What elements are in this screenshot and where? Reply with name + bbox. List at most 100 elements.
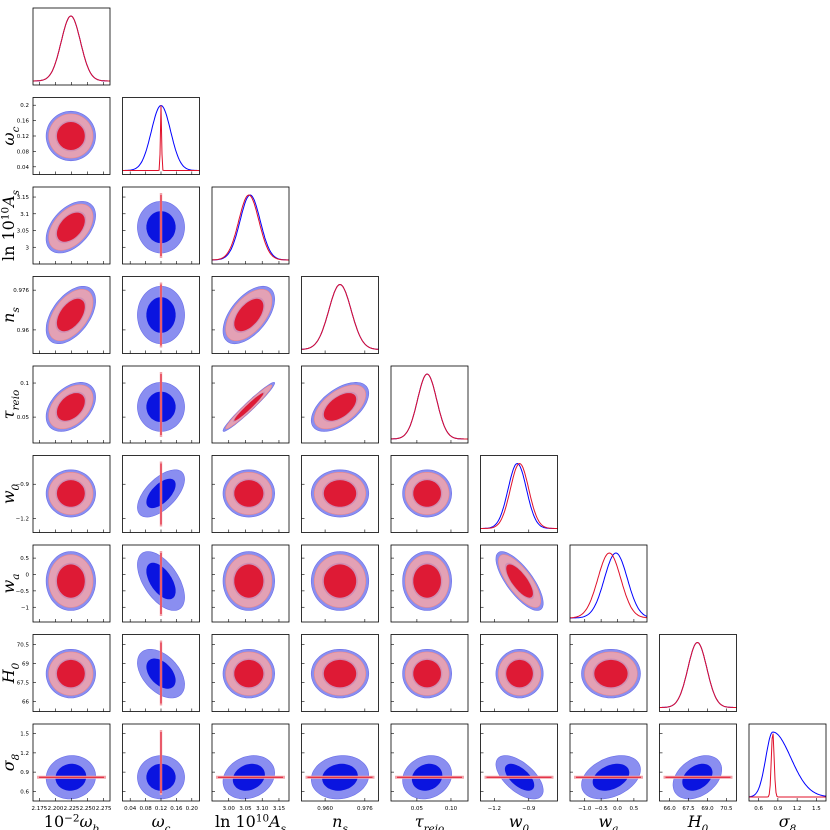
panel-tau-reio-vs-omega-b	[45, 381, 96, 432]
panel-h0-vs-n-s	[310, 648, 370, 699]
panel-frame	[301, 634, 379, 712]
marginal-n-s	[301, 283, 379, 350]
y-tick-label: 3.15	[17, 195, 30, 201]
x-tick-label: 69.0	[701, 806, 714, 812]
panel-sigma8-vs-omega-b	[37, 755, 106, 800]
panel-w0-vs-n-s	[310, 469, 370, 518]
panel-n-s-vs-ln-as	[222, 285, 276, 345]
y-tick-label: 0.5	[20, 556, 29, 562]
x-tick-label: 3.00	[223, 806, 236, 812]
marginal-red	[570, 552, 647, 619]
x-tick-label: 70.5	[720, 806, 733, 812]
panel-sigma8-vs-w0	[484, 755, 554, 800]
panel-frame	[301, 365, 379, 444]
panel-wa-vs-n-s	[310, 551, 370, 611]
panel-frame	[480, 455, 558, 533]
x-tick-label: 0.20	[186, 806, 199, 812]
y-tick-label: 0.976	[13, 288, 29, 294]
y-tick-label: 0.9	[20, 770, 29, 776]
contour-red-68	[234, 564, 264, 598]
panel-frame	[211, 276, 290, 354]
x-axis-label-w0: w0	[509, 812, 530, 830]
marginal-blue	[391, 373, 468, 440]
marginal-sigma8	[749, 731, 826, 798]
x-tick-label: 0.5	[630, 806, 639, 812]
panel-frame	[569, 723, 648, 802]
marginal-ln-as	[212, 194, 289, 261]
contour-red-68	[413, 659, 441, 688]
contour-red-68	[56, 480, 85, 507]
x-axis-label-omega-c: ωc	[152, 812, 171, 830]
x-tick-label: 0.976	[357, 806, 373, 812]
panel-frame	[301, 544, 379, 623]
y-tick-label: −0.5	[16, 589, 30, 595]
panel-w0-vs-omega-b	[45, 469, 96, 518]
y-tick-label: 0.6	[20, 789, 29, 795]
panel-frame	[569, 634, 648, 712]
panel-frame	[659, 634, 737, 712]
marginal-blue	[301, 283, 379, 350]
contour-red-68	[56, 212, 85, 242]
panel-frame	[390, 723, 469, 802]
panel-n-s-vs-omega-c	[137, 282, 185, 348]
marginal-blue	[659, 641, 737, 708]
x-axis-label-h0: H0	[687, 812, 709, 830]
contour-red-68	[234, 659, 264, 688]
y-tick-label: 0.05	[17, 415, 30, 421]
y-tick-label: 0.1	[20, 381, 29, 387]
y-axis-label-sigma8: σ8	[0, 753, 22, 771]
y-axis-label-n-s: ns	[0, 307, 22, 323]
panel-sigma8-vs-wa	[574, 755, 643, 800]
y-tick-label: 3.05	[17, 229, 30, 235]
panel-frame	[748, 723, 827, 802]
panel-ln-as-vs-omega-c	[137, 193, 185, 258]
panel-frame	[390, 634, 469, 712]
marginal-blue	[212, 194, 289, 261]
x-tick-label: −1.2	[488, 806, 501, 812]
contour-red-68	[56, 564, 85, 598]
panel-frame	[211, 186, 290, 265]
marginal-red	[301, 283, 379, 350]
y-tick-label: 0.08	[17, 149, 30, 155]
x-axis-label-wa: wa	[599, 812, 619, 830]
marginal-w0	[480, 462, 558, 529]
marginal-blue	[480, 462, 558, 529]
y-axis-label-w0: w0	[0, 483, 22, 504]
panel-wa-vs-ln-as	[222, 551, 276, 611]
panel-frame	[390, 455, 469, 533]
panel-sigma8-vs-tau-reio	[395, 755, 464, 800]
y-tick-label: 0.12	[17, 134, 29, 140]
contour-red-68	[323, 480, 357, 507]
x-tick-label: 67.5	[682, 806, 695, 812]
marginal-wa	[570, 552, 647, 619]
marginal-omega-b	[33, 15, 110, 82]
x-tick-label: 3.10	[256, 806, 269, 812]
panel-w0-vs-tau-reio	[402, 469, 453, 518]
contour-red-68	[413, 480, 441, 507]
x-tick-label: 2.275	[96, 806, 112, 812]
x-tick-label: 2.175	[32, 806, 48, 812]
y-tick-label: 1.5	[20, 732, 29, 738]
x-tick-label: 0.05	[411, 806, 424, 812]
panel-frame	[390, 544, 469, 623]
marginal-blue	[570, 552, 647, 619]
y-tick-label: 0.16	[17, 119, 30, 125]
y-tick-label: 69	[22, 662, 29, 668]
marginal-red	[391, 373, 468, 440]
marginal-red	[480, 463, 558, 529]
x-tick-label: 0.12	[155, 806, 167, 812]
panel-frame	[569, 544, 648, 623]
panel-tau-reio-vs-omega-c	[137, 372, 185, 437]
contour-red-68	[323, 564, 357, 598]
panel-frame	[301, 723, 379, 802]
x-tick-label: 0.0	[613, 806, 622, 812]
contour-red-68	[56, 659, 85, 688]
y-tick-label: 3.1	[20, 212, 29, 218]
x-tick-label: 3.15	[273, 806, 286, 812]
y-tick-label: 1.2	[20, 751, 29, 757]
panel-frame	[211, 544, 290, 623]
marginal-red	[33, 15, 110, 82]
panel-frame	[211, 365, 290, 444]
panel-frame	[301, 455, 379, 533]
